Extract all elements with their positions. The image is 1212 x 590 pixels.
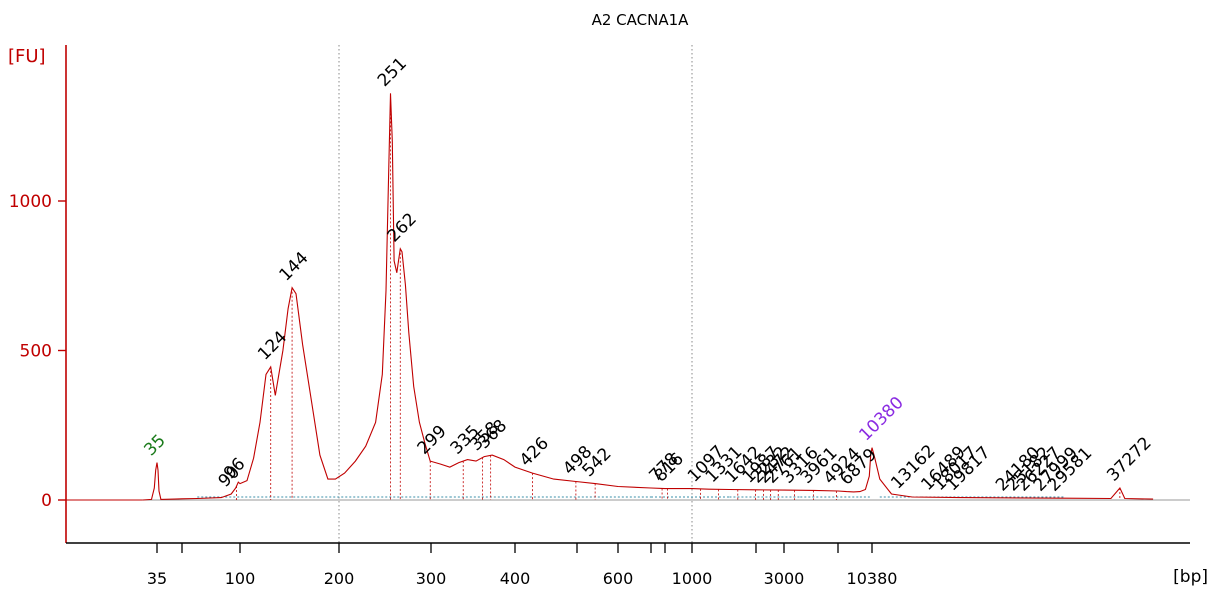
x-tick-label-400: 400 bbox=[500, 569, 531, 588]
peak-label-124: 124 bbox=[254, 327, 291, 364]
y-tick-label-500: 500 bbox=[20, 342, 52, 362]
y-tick-label-1000: 1000 bbox=[9, 192, 52, 212]
peak-drop-lines bbox=[236, 93, 1121, 500]
peak-label-37272: 37272 bbox=[1103, 433, 1155, 485]
x-tick-label-10380: 10380 bbox=[847, 569, 898, 588]
peak-label-10380: 10380 bbox=[855, 393, 907, 445]
x-tick-label-100: 100 bbox=[225, 569, 256, 588]
x-tick-label-600: 600 bbox=[603, 569, 634, 588]
peak-label-35: 35 bbox=[140, 431, 169, 460]
axes bbox=[65, 45, 1190, 544]
x-tick-label-200: 200 bbox=[324, 569, 355, 588]
x-tick-label-3000: 3000 bbox=[764, 569, 805, 588]
peak-label-251: 251 bbox=[374, 54, 411, 91]
peak-label-426: 426 bbox=[516, 434, 553, 471]
x-tick-label-1000: 1000 bbox=[672, 569, 713, 588]
y-ticks: 0 500 1000 bbox=[9, 192, 66, 511]
y-tick-label-0: 0 bbox=[41, 491, 52, 511]
chart-title: A2 CACNA1A bbox=[592, 11, 690, 29]
x-ticks: 35 100 200 300 400 600 1000 3000 10380 bbox=[147, 543, 898, 588]
peak-label-299: 299 bbox=[414, 422, 451, 459]
gridlines bbox=[338, 45, 693, 543]
peak-label-144: 144 bbox=[275, 248, 312, 285]
x-tick-label-35: 35 bbox=[147, 569, 167, 588]
y-axis-label: [FU] bbox=[8, 46, 46, 67]
peak-label-262: 262 bbox=[384, 209, 421, 246]
x-axis-label: [bp] bbox=[1173, 567, 1208, 587]
x-tick-label-300: 300 bbox=[416, 569, 447, 588]
trace-layer bbox=[66, 93, 1154, 501]
trace-line bbox=[142, 93, 1154, 501]
